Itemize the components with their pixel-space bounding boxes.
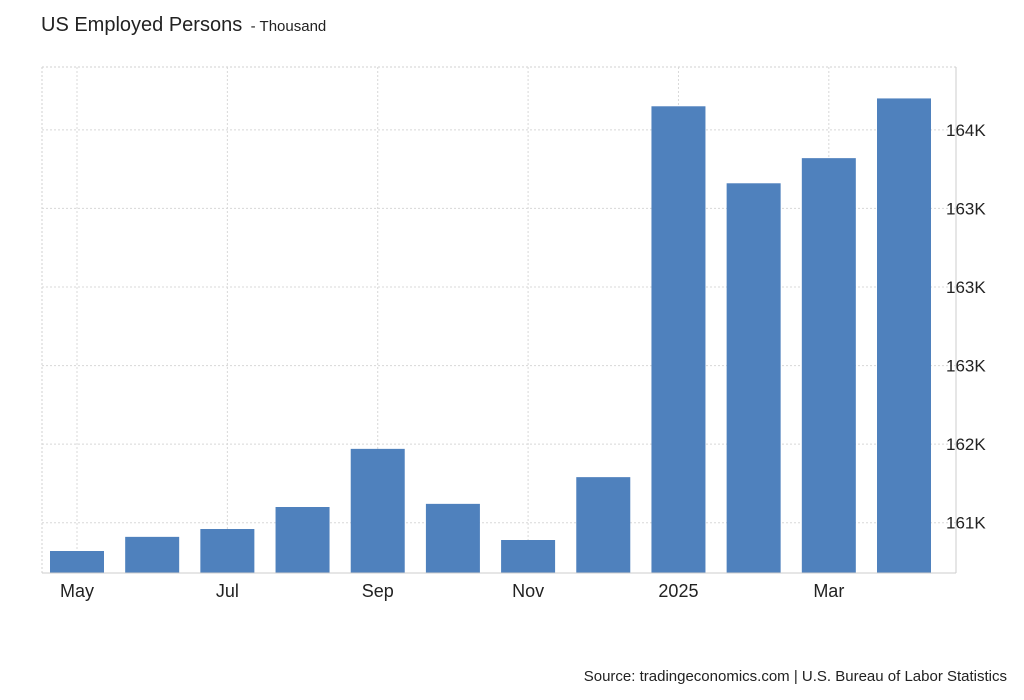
bar xyxy=(200,529,255,573)
x-tick-label: Jul xyxy=(216,581,239,601)
x-tick-label: May xyxy=(60,581,94,601)
y-tick-label: 163K xyxy=(946,278,986,297)
bar-chart: 161K 162K 163K 163K 163K 164K May Jul Sep Nov 2025… xyxy=(41,66,986,601)
x-tick-label: Sep xyxy=(362,581,394,601)
bar xyxy=(350,448,405,573)
bar xyxy=(275,507,330,573)
bar xyxy=(801,158,856,573)
y-tick-label: 163K xyxy=(946,357,986,376)
bar xyxy=(50,551,104,573)
bar xyxy=(726,183,781,574)
bar xyxy=(501,540,556,573)
bar xyxy=(125,536,180,573)
y-tick-label: 161K xyxy=(946,514,986,533)
x-tick-label: 2025 xyxy=(658,581,698,601)
bar xyxy=(651,106,706,574)
source-credit: Source: tradingeconomics.com | U.S. Bure… xyxy=(583,668,1007,685)
y-tick-label: 164K xyxy=(946,121,986,140)
x-tick-label: Mar xyxy=(813,581,844,601)
x-tick-label: Nov xyxy=(512,581,544,601)
chart-title: US Employed Persons xyxy=(41,14,243,36)
bar xyxy=(425,503,480,573)
y-tick-label: 162K xyxy=(946,435,986,454)
bar xyxy=(576,477,631,573)
chart-title-block: US Employed Persons - Thousand xyxy=(41,14,326,37)
y-tick-label: 163K xyxy=(946,199,986,218)
chart-subtitle: - Thousand xyxy=(250,18,327,35)
bar xyxy=(877,98,931,573)
